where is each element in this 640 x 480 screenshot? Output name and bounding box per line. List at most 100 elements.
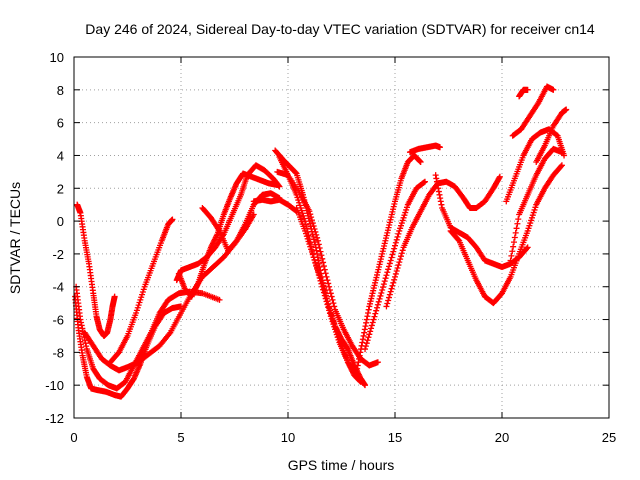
data-point-marker xyxy=(558,162,565,169)
data-point-marker xyxy=(391,276,398,283)
data-point-marker xyxy=(421,179,428,186)
data-point-marker xyxy=(389,251,396,258)
plot-frame xyxy=(73,56,610,419)
satellite-track-9 xyxy=(250,196,300,215)
satellite-track-13 xyxy=(293,204,360,379)
satellite-track-4 xyxy=(81,211,257,374)
data-point-marker xyxy=(387,257,394,264)
data-point-marker xyxy=(385,297,392,304)
data-point-marker xyxy=(372,310,379,317)
data-point-marker xyxy=(393,267,400,274)
y-tick-label: 2 xyxy=(57,181,64,196)
data-point-marker xyxy=(362,346,369,353)
y-tick-label: -12 xyxy=(45,411,64,426)
data-point-marker xyxy=(395,262,402,269)
data-point-marker xyxy=(388,254,395,261)
data-point-marker xyxy=(316,245,323,252)
data-point-marker xyxy=(394,233,401,240)
data-point-marker xyxy=(509,248,516,255)
y-tick-label: 10 xyxy=(50,50,64,65)
data-point-marker xyxy=(385,266,392,273)
satellite-track-23 xyxy=(509,83,557,139)
data-point-marker xyxy=(387,288,394,295)
grid xyxy=(74,57,609,418)
x-tick-label: 10 xyxy=(281,430,295,445)
data-point-marker xyxy=(320,283,327,290)
data-point-marker xyxy=(312,228,319,235)
satellite-track-19 xyxy=(447,162,565,307)
data-point-marker xyxy=(325,301,332,308)
data-point-marker xyxy=(380,281,387,288)
y-tick-label: 0 xyxy=(57,214,64,229)
data-point-marker xyxy=(368,325,375,332)
data-point-marker xyxy=(364,337,371,344)
data-point-marker xyxy=(321,289,328,296)
plot-series xyxy=(72,83,570,400)
satellite-track-3 xyxy=(74,201,118,339)
data-point-marker xyxy=(326,283,333,290)
data-point-marker xyxy=(362,343,369,350)
data-point-marker xyxy=(507,257,514,264)
x-tick-label: 20 xyxy=(495,430,509,445)
data-point-marker xyxy=(386,260,393,267)
data-point-marker xyxy=(386,294,393,301)
data-point-marker xyxy=(314,237,321,244)
satellite-track-12 xyxy=(274,168,381,369)
data-point-marker xyxy=(365,334,372,341)
data-point-marker xyxy=(166,330,173,337)
satellite-track-18 xyxy=(432,172,531,271)
data-point-marker xyxy=(319,280,326,287)
y-axis-label: SDTVAR / TECUs xyxy=(7,182,23,294)
data-point-marker xyxy=(215,226,222,233)
data-point-marker xyxy=(169,216,176,223)
data-point-marker xyxy=(386,263,393,270)
data-point-marker xyxy=(392,273,398,280)
data-point-marker xyxy=(496,173,503,180)
data-point-marker xyxy=(392,239,399,246)
y-tick-label: 8 xyxy=(57,83,64,98)
y-tick-label: 6 xyxy=(57,116,64,131)
data-point-marker xyxy=(392,270,399,277)
data-point-marker xyxy=(386,291,393,298)
data-point-marker xyxy=(323,273,330,280)
data-point-marker xyxy=(379,287,386,294)
data-point-marker xyxy=(320,286,327,293)
data-point-marker xyxy=(320,259,327,266)
data-point-marker xyxy=(366,331,373,338)
data-point-marker xyxy=(323,295,330,302)
y-tick-label: -2 xyxy=(52,247,64,262)
satellite-track-22 xyxy=(516,86,531,100)
data-point-marker xyxy=(376,295,383,302)
data-point-marker xyxy=(524,244,531,251)
data-point-marker xyxy=(308,214,315,221)
data-point-marker xyxy=(311,225,318,232)
y-tick-label: -4 xyxy=(52,280,64,295)
data-point-marker xyxy=(276,183,283,190)
data-point-marker xyxy=(313,231,320,238)
data-point-marker xyxy=(510,243,517,250)
y-tick-label: -6 xyxy=(52,313,64,328)
data-point-marker xyxy=(436,144,443,151)
y-tick-label: 4 xyxy=(57,148,64,163)
data-point-marker xyxy=(320,263,327,270)
satellite-track-14 xyxy=(353,152,424,376)
data-point-marker xyxy=(523,245,530,252)
data-point-marker xyxy=(392,242,398,249)
data-point-marker xyxy=(397,253,404,260)
data-point-marker xyxy=(306,208,313,215)
data-point-marker xyxy=(383,303,390,310)
data-point-marker xyxy=(371,313,378,320)
axis-ticks: 0 5 10 15 20 25 -12 -10 -8 -6 -4 -2 0 2 4 6 8 10 xyxy=(45,50,616,445)
data-point-marker xyxy=(524,86,531,93)
data-point-marker xyxy=(377,292,384,299)
data-point-marker xyxy=(398,250,405,257)
data-point-marker xyxy=(326,304,333,311)
data-point-marker xyxy=(508,252,515,259)
data-point-marker xyxy=(367,328,374,335)
data-point-marker xyxy=(558,163,565,170)
data-point-marker xyxy=(321,266,328,273)
data-point-marker xyxy=(322,270,329,277)
data-point-marker xyxy=(370,316,377,323)
data-point-marker xyxy=(357,378,364,385)
